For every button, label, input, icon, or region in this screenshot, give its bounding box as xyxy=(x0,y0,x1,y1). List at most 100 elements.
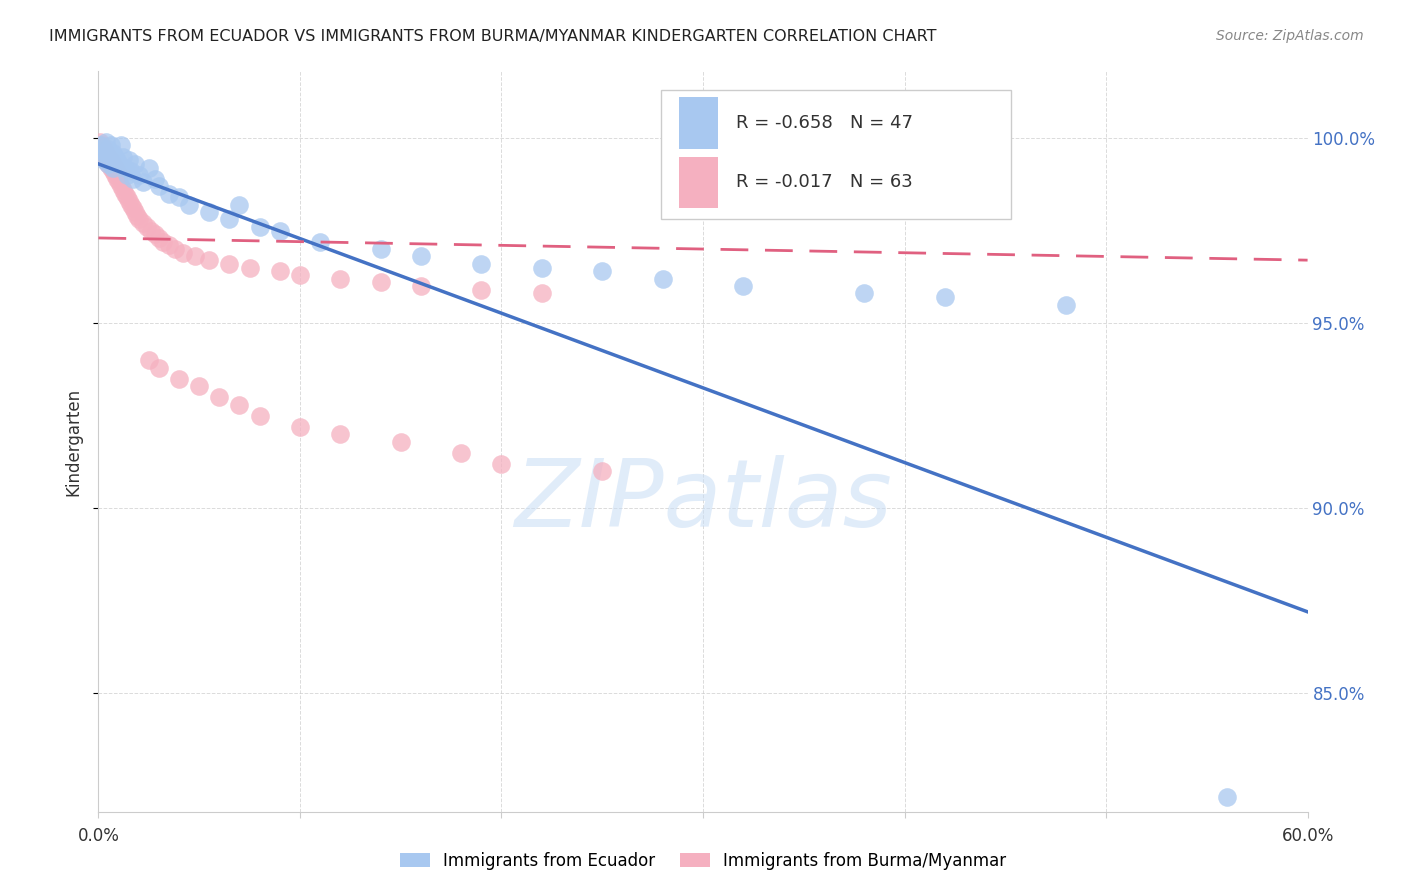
Point xyxy=(103,168,125,182)
Point xyxy=(103,149,125,163)
Point xyxy=(89,142,111,156)
Point xyxy=(89,138,111,153)
Point xyxy=(101,164,124,178)
Point xyxy=(934,290,956,304)
Point xyxy=(288,268,311,282)
Point xyxy=(97,157,120,171)
Point xyxy=(148,231,170,245)
Point xyxy=(249,219,271,234)
Point xyxy=(239,260,262,275)
Point xyxy=(114,186,136,201)
Point xyxy=(1054,297,1077,311)
Point xyxy=(491,457,513,471)
Point xyxy=(309,235,332,249)
Bar xyxy=(679,156,717,209)
Point xyxy=(470,257,492,271)
Point xyxy=(100,161,122,175)
Point xyxy=(143,171,166,186)
Point xyxy=(198,205,221,219)
Bar xyxy=(679,97,717,149)
Point xyxy=(120,164,142,178)
Point xyxy=(1216,789,1239,804)
Point xyxy=(135,219,157,234)
Point xyxy=(179,197,201,211)
Point xyxy=(329,427,352,442)
Point xyxy=(198,253,221,268)
Point xyxy=(118,194,141,208)
Point xyxy=(157,186,180,201)
Point xyxy=(139,223,162,237)
Point xyxy=(167,371,190,385)
Point xyxy=(97,149,120,163)
Point xyxy=(121,171,143,186)
Point xyxy=(157,238,180,252)
Y-axis label: Kindergarten: Kindergarten xyxy=(65,387,83,496)
Point xyxy=(167,190,190,204)
Text: R = -0.017   N = 63: R = -0.017 N = 63 xyxy=(735,173,912,192)
Point xyxy=(132,216,155,230)
Point xyxy=(96,145,118,160)
Point xyxy=(93,145,115,160)
Point xyxy=(249,409,271,423)
Point xyxy=(152,235,174,249)
Point xyxy=(96,145,118,160)
Point xyxy=(184,249,207,263)
Point xyxy=(163,242,186,256)
Point xyxy=(89,135,111,149)
Point xyxy=(329,271,352,285)
Point xyxy=(107,157,129,171)
Point xyxy=(138,161,160,175)
Point xyxy=(93,142,115,156)
Point xyxy=(105,171,128,186)
Text: ZIPatlas: ZIPatlas xyxy=(515,455,891,546)
Point xyxy=(101,145,124,160)
Point xyxy=(101,157,124,171)
Point xyxy=(120,197,142,211)
Point xyxy=(530,260,553,275)
Point xyxy=(115,168,138,182)
Point xyxy=(91,138,114,153)
Point xyxy=(389,434,412,449)
Point xyxy=(100,138,122,153)
Point xyxy=(188,379,211,393)
Point xyxy=(530,286,553,301)
Point xyxy=(450,445,472,459)
Point xyxy=(733,279,755,293)
Point xyxy=(269,223,291,237)
Point xyxy=(124,205,146,219)
Point xyxy=(121,202,143,216)
Point xyxy=(148,360,170,375)
Point xyxy=(591,264,613,278)
Point xyxy=(96,153,118,168)
Point xyxy=(97,157,120,171)
Point xyxy=(651,271,673,285)
FancyBboxPatch shape xyxy=(661,90,1011,219)
Point xyxy=(93,153,115,168)
Point xyxy=(128,212,150,227)
Legend: Immigrants from Ecuador, Immigrants from Burma/Myanmar: Immigrants from Ecuador, Immigrants from… xyxy=(395,847,1011,875)
Point xyxy=(143,227,166,242)
Point xyxy=(172,245,194,260)
Point xyxy=(125,209,148,223)
Point xyxy=(591,464,613,478)
Text: IMMIGRANTS FROM ECUADOR VS IMMIGRANTS FROM BURMA/MYANMAR KINDERGARTEN CORRELATIO: IMMIGRANTS FROM ECUADOR VS IMMIGRANTS FR… xyxy=(49,29,936,44)
Point xyxy=(269,264,291,278)
Point xyxy=(409,279,432,293)
Point xyxy=(409,249,432,263)
Point xyxy=(208,390,231,404)
Point xyxy=(228,397,250,411)
Point xyxy=(853,286,876,301)
Point xyxy=(470,283,492,297)
Text: R = -0.658   N = 47: R = -0.658 N = 47 xyxy=(735,114,912,132)
Point xyxy=(107,175,129,189)
Point xyxy=(110,179,132,194)
Point xyxy=(91,142,114,156)
Point xyxy=(128,168,150,182)
Point xyxy=(96,135,118,149)
Point xyxy=(105,153,128,168)
Text: Source: ZipAtlas.com: Source: ZipAtlas.com xyxy=(1216,29,1364,43)
Point xyxy=(218,212,240,227)
Point xyxy=(103,161,125,175)
Point xyxy=(228,197,250,211)
Point xyxy=(101,161,124,175)
